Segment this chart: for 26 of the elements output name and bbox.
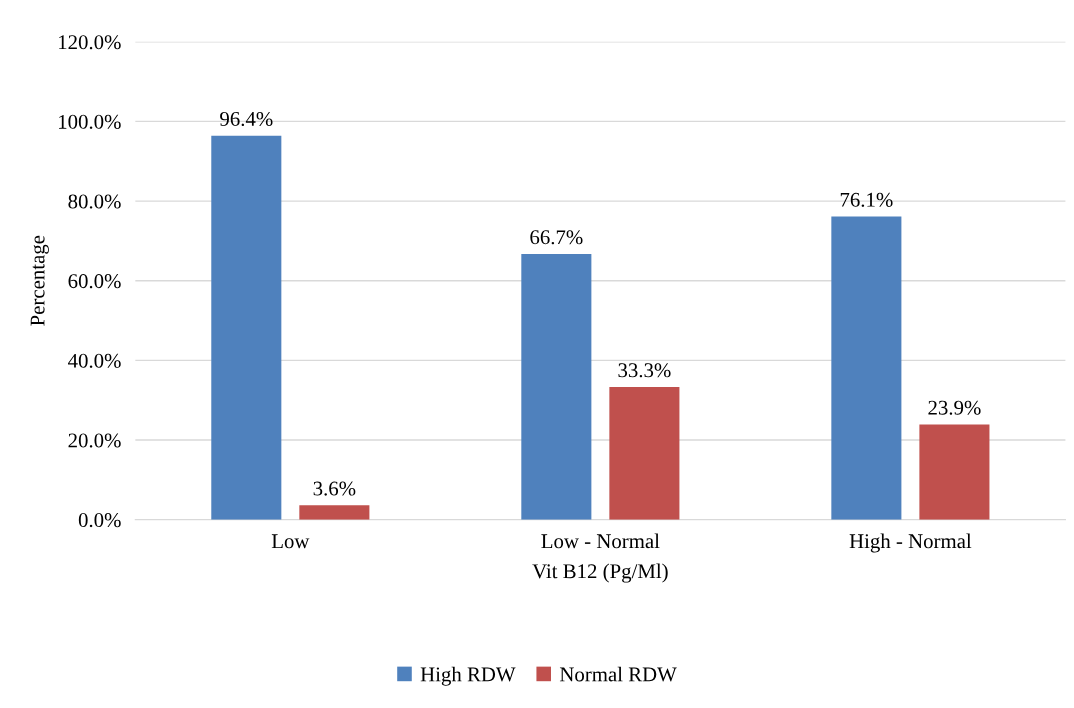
y-tick-label: 120.0% — [59, 35, 121, 50]
legend-label: High RDW — [420, 666, 516, 686]
x-tick-label: Low - Normal — [541, 533, 660, 549]
data-label: 76.1% — [840, 192, 893, 207]
legend-label: Normal RDW — [559, 666, 677, 682]
x-axis-title: Vit B12 (Pg/Ml) — [532, 563, 668, 583]
bar — [211, 135, 282, 520]
bar — [919, 424, 990, 520]
y-tick-label: 60.0% — [68, 274, 121, 289]
y-tick-label: 100.0% — [59, 114, 121, 129]
bar — [521, 254, 592, 520]
data-label: 33.3% — [618, 363, 671, 378]
data-label: 3.6% — [313, 481, 356, 496]
bar — [831, 216, 902, 520]
data-label: 96.4% — [220, 111, 273, 127]
y-tick-label: 40.0% — [68, 353, 121, 368]
bar — [299, 505, 370, 520]
y-tick-label: 0.0% — [78, 513, 121, 528]
data-label: 66.7% — [530, 230, 583, 245]
y-axis-title: Percentage — [30, 235, 49, 326]
x-tick-label: High - Normal — [849, 533, 972, 553]
y-tick-label: 20.0% — [68, 433, 121, 448]
data-label: 23.9% — [928, 400, 981, 415]
x-tick-label: Low — [271, 534, 310, 549]
y-tick-label: 80.0% — [68, 194, 121, 209]
bar — [609, 387, 680, 520]
